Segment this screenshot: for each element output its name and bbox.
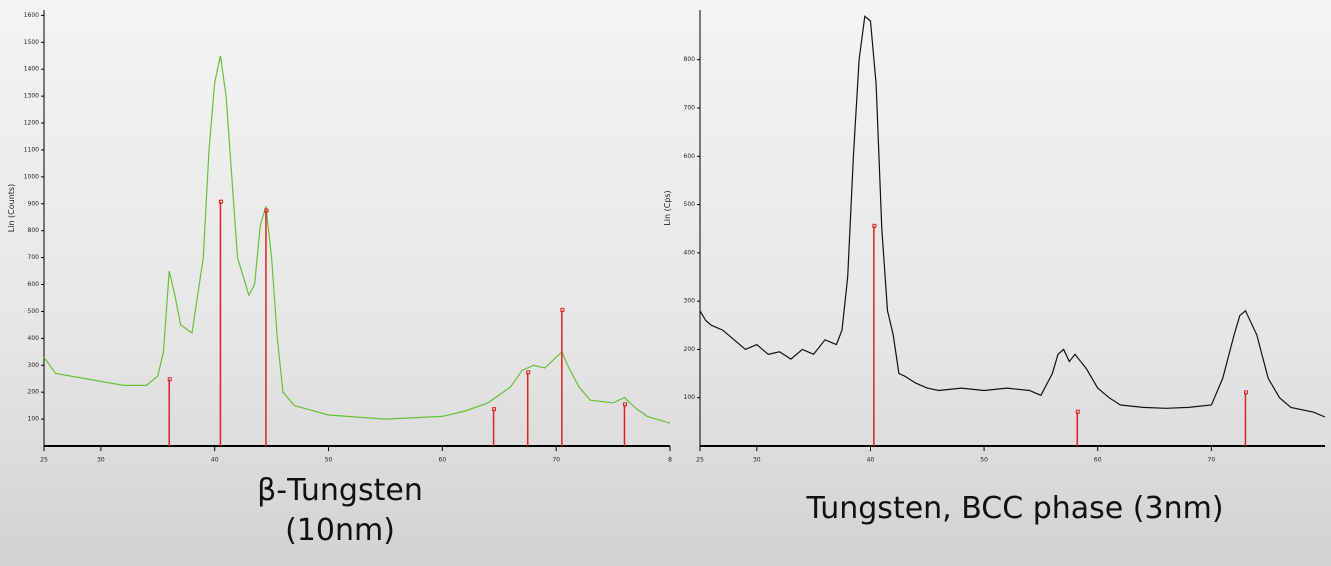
y-tick-label: 1000 — [24, 173, 39, 180]
x-tick-label: 40 — [211, 457, 219, 464]
y-tick-label: 500 — [28, 308, 40, 315]
y-tick-label: 1500 — [24, 39, 39, 46]
stick-marker — [1243, 390, 1248, 395]
stick-marker — [872, 223, 877, 228]
stick-marker — [264, 208, 269, 213]
y-tick-label: 200 — [28, 389, 40, 396]
caption: β-Tungsten — [257, 473, 423, 508]
stick-marker — [622, 402, 627, 407]
stick-marker — [526, 370, 531, 375]
stick-marker — [167, 377, 172, 382]
x-tick-label: 25 — [696, 457, 704, 464]
stick-marker — [560, 307, 565, 312]
y-tick-label: 200 — [684, 346, 696, 353]
x-tick-label: 40 — [867, 457, 875, 464]
caption: Tungsten, BCC phase (3nm) — [805, 491, 1223, 526]
x-tick-label: 8 — [668, 457, 672, 464]
y-tick-label: 1300 — [24, 93, 39, 100]
y-tick-label: 800 — [684, 56, 696, 63]
y-tick-label: 300 — [684, 298, 696, 305]
y-tick-label: 600 — [28, 281, 40, 288]
x-tick-label: 60 — [439, 457, 447, 464]
y-tick-label: 1100 — [24, 146, 39, 153]
data-line — [699, 15, 1326, 418]
y-tick-label: 100 — [684, 394, 696, 401]
y-tick-label: 700 — [684, 105, 696, 112]
y-tick-label: 300 — [28, 362, 40, 369]
x-tick-label: 60 — [1094, 457, 1102, 464]
stick-marker — [1075, 409, 1080, 414]
x-tick-label: 50 — [325, 457, 333, 464]
y-axis-label: Lin (Cps) — [663, 190, 672, 225]
y-tick-label: 400 — [684, 249, 696, 256]
y-axis-label: Lin (Counts) — [7, 184, 16, 232]
y-tick-label: 900 — [28, 200, 40, 207]
y-tick-label: 1200 — [24, 120, 39, 127]
x-tick-label: 70 — [1208, 457, 1216, 464]
x-tick-label: 25 — [40, 457, 48, 464]
x-tick-label: 70 — [552, 457, 560, 464]
x-tick-label: 30 — [753, 457, 761, 464]
caption: (10nm) — [285, 513, 395, 548]
y-tick-label: 500 — [684, 201, 696, 208]
y-tick-label: 600 — [684, 153, 696, 160]
stick-marker — [492, 407, 497, 412]
y-tick-label: 800 — [28, 227, 40, 234]
y-tick-label: 1400 — [24, 66, 39, 73]
data-line — [43, 55, 671, 424]
stick-marker — [218, 199, 223, 204]
y-tick-label: 100 — [28, 416, 40, 423]
y-tick-label: 400 — [28, 335, 40, 342]
y-tick-label: 1600 — [24, 12, 39, 19]
x-tick-label: 30 — [97, 457, 105, 464]
y-tick-label: 700 — [28, 254, 40, 261]
x-tick-label: 50 — [980, 457, 988, 464]
